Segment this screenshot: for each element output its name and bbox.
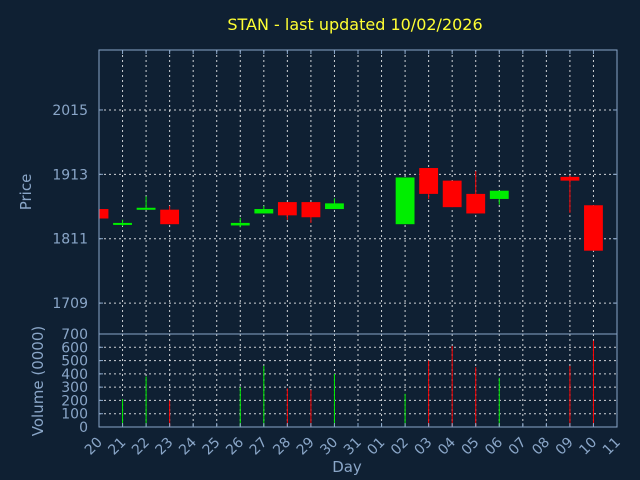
candle-body [301,202,321,218]
day-tick-label: 10 [576,435,600,459]
volume-bars [122,340,594,427]
candle-body [113,222,132,225]
price-tick-label: 2015 [52,103,88,119]
volume-grid [98,334,618,427]
candle [254,205,274,214]
day-tick-label: 24 [176,434,200,458]
price-axis: 1709 1811 1913 2015 [52,103,617,312]
candle [466,171,486,214]
day-tick-label: 03 [412,435,436,459]
candle-body [395,177,415,225]
volume-tick-label: 200 [61,393,88,409]
price-grid [98,50,618,334]
day-tick-label: 31 [341,435,365,459]
day-tick-label: 09 [553,435,577,459]
day-tick-label: 25 [200,435,224,459]
candle-body [230,222,250,226]
volume-tick-label: 700 [61,327,88,343]
day-axis: 20 21 22 23 24 25 26 27 28 29 30 31 01 02 03 04 05 06 07 08… [82,50,624,458]
candle-body [277,202,297,216]
candle [160,205,180,225]
candle-body [489,190,509,199]
candle [230,217,250,228]
day-tick-label: 04 [435,434,459,458]
day-tick-label: 26 [223,434,247,458]
candle [113,219,132,227]
volume-tick-label: 100 [61,407,88,423]
volume-tick-label: 500 [61,354,88,370]
day-tick-label: 22 [129,435,153,459]
day-tick-label: 30 [317,435,341,459]
day-tick-label: 08 [529,435,553,459]
day-tick-label: 23 [153,435,177,459]
candle [419,168,439,199]
price-tick-label: 1811 [52,232,88,248]
day-tick-label: 05 [459,435,483,459]
volume-axis-label: Volume (0000) [29,326,47,436]
volume-tick-label: 0 [79,420,88,436]
price-tick-label: 1913 [52,167,88,183]
day-axis-label: Day [332,458,362,476]
day-tick-label: 11 [600,435,624,459]
candle [560,175,580,213]
candle-body [160,209,180,225]
candle [136,196,156,210]
candle-body [99,209,109,219]
candle-body [466,193,486,214]
candle-body [584,205,603,251]
candle-body [560,176,580,181]
day-tick-label: 01 [364,435,388,459]
day-tick-label: 21 [105,435,129,459]
candle [442,180,462,208]
volume-tick-label: 300 [61,380,88,396]
day-tick-label: 06 [482,434,506,458]
day-tick-label: 28 [270,435,294,459]
candle [98,209,109,219]
volume-tick-label: 600 [61,340,88,356]
candle [584,205,603,251]
volume-tick-label: 400 [61,367,88,383]
candle-body [442,180,462,208]
day-tick-label: 02 [388,435,412,459]
candle [325,198,344,210]
candle-body [136,207,156,210]
candle-body [254,209,274,214]
candle [489,190,509,205]
price-tick-label: 1709 [52,296,88,312]
candle [395,177,415,225]
candle [301,202,321,223]
day-tick-label: 07 [506,435,530,459]
day-tick-label: 27 [247,435,271,459]
price-axis-label: Price [17,174,35,211]
day-tick-label: 29 [294,435,318,459]
candle [277,202,297,220]
candles [98,168,603,251]
candle-body [419,168,439,194]
candle-body [325,203,344,210]
day-tick-label: 20 [82,435,106,459]
chart-title: STAN - last updated 10/02/2026 [227,15,482,34]
